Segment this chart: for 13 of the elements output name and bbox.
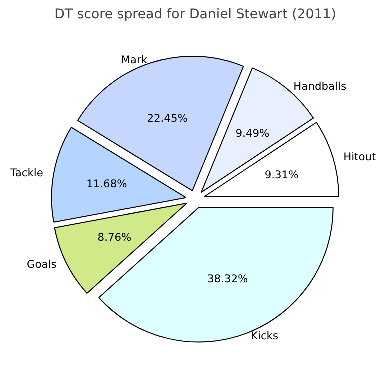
slice-label: Tackle [10,166,44,180]
slice-label: Mark [121,54,148,67]
data-label: 8.76% [98,230,132,244]
slice-label: Handballs [294,80,347,93]
data-label: 22.45% [147,112,188,125]
data-label: 9.31% [264,168,299,182]
data-label: 9.49% [236,127,270,140]
slice-label: Kicks [251,330,279,343]
data-label: 11.68% [86,177,128,190]
chart-title: DT score spread for Daniel Stewart (2011) [54,8,336,22]
data-label: 38.32% [208,272,248,286]
slice-label: Hitout [344,150,376,164]
slice-label: Goals [27,258,58,271]
